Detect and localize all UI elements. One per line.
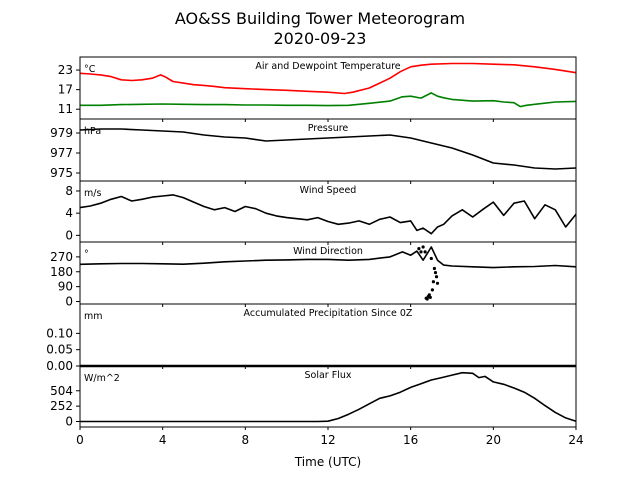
panel-3-scatter-point [432, 266, 436, 271]
panel-3-scatter-point [417, 247, 421, 251]
panel-3-title: Wind Direction [293, 246, 363, 257]
xtick-label: 24 [568, 433, 583, 447]
panel-3-scatter-point [435, 281, 440, 285]
panel-3-ytick-label: 270 [50, 250, 73, 264]
panel-5-series-0 [80, 371, 577, 423]
x-axis-label: Time (UTC) [294, 455, 361, 469]
xtick-label: 0 [76, 433, 84, 447]
panel-3-scatter-point [433, 271, 438, 275]
panel-4-ytick-label: 0.10 [46, 326, 73, 340]
panel-3-scatter-point [431, 280, 435, 284]
panel-2-ytick-label: 0 [65, 228, 73, 242]
panel-5-title: Solar Flux [305, 370, 352, 381]
panel-1-ytick-label: 975 [50, 166, 73, 180]
panel-3-ytick-label: 180 [50, 265, 73, 279]
panel-1-series-0 [79, 128, 577, 170]
panel-0: 11 17 23 Air and Dewpoint Temperature °C [58, 56, 577, 122]
panel-3-scatter-point [419, 250, 423, 254]
chart-subtitle: 2020-09-23 [274, 29, 367, 48]
panel-0-ytick-label: 23 [58, 63, 73, 77]
xtick-label: 12 [320, 433, 335, 447]
panel-4-unit: mm [84, 311, 103, 322]
panel-3-scatter-point [434, 275, 439, 279]
panel-4: 0.00 0.05 0.10 Accumulated Precipitation Si… [46, 303, 577, 373]
xtick-label: 8 [242, 433, 250, 447]
panel-0-unit: °C [84, 64, 96, 75]
xtick-label: 20 [486, 433, 501, 447]
panel-1-ytick-label: 977 [50, 146, 73, 160]
panel-1: 975 977 979 Pressure hPa [50, 118, 577, 184]
panel-0-ytick-label: 11 [58, 102, 73, 116]
panel-5-ytick-label: 252 [50, 399, 73, 413]
panel-4-title: Accumulated Precipitation Since 0Z [244, 308, 413, 319]
panel-3-series-0 [79, 246, 577, 269]
panel-3-scatter-point [427, 293, 431, 297]
panel-2-series-0 [79, 194, 577, 235]
x-axis: 0 4 8 12 16 20 24 [76, 433, 583, 447]
panel-5-unit: W/m^2 [84, 373, 120, 384]
panel-0-series-0 [79, 62, 577, 95]
panel-5-ytick-label: 504 [50, 384, 73, 398]
panel-2-unit: m/s [84, 188, 101, 199]
panel-3-ytick-label: 90 [58, 280, 73, 294]
panel-3-ytick-label: 0 [65, 295, 73, 309]
panel-3-scatter-point [429, 256, 433, 261]
panel-3-scatter-point [430, 288, 434, 292]
panel-4-ytick-label: 0.00 [46, 359, 73, 373]
panel-1-title: Pressure [308, 123, 349, 134]
panel-1-ytick-label: 979 [50, 126, 73, 140]
xtick-label: 4 [159, 433, 167, 447]
panel-4-ytick-label: 0.05 [46, 343, 73, 357]
panel-2-title: Wind Speed [300, 185, 357, 196]
panel-0-title: Air and Dewpoint Temperature [255, 61, 400, 72]
panel-2-ytick-label: 4 [65, 206, 73, 220]
panel-2-ytick-label: 8 [65, 184, 73, 198]
panel-3-unit: ° [84, 249, 89, 260]
panel-1-unit: hPa [84, 126, 101, 137]
panel-0-series-1 [80, 92, 577, 108]
panel-0-ytick-label: 17 [58, 83, 73, 97]
panel-2: 0 4 8 Wind Speed m/s [65, 180, 577, 245]
panel-3-scatter-point [421, 245, 425, 249]
chart-title: AO&SS Building Tower Meteorogram [175, 9, 465, 28]
panel-5-ytick-label: 0 [65, 415, 73, 429]
xtick-label: 16 [403, 433, 418, 447]
panel-3-scatter-point [425, 297, 429, 301]
panel-3-scatter-point [423, 250, 427, 254]
panel-3-scatter-point [428, 295, 432, 299]
